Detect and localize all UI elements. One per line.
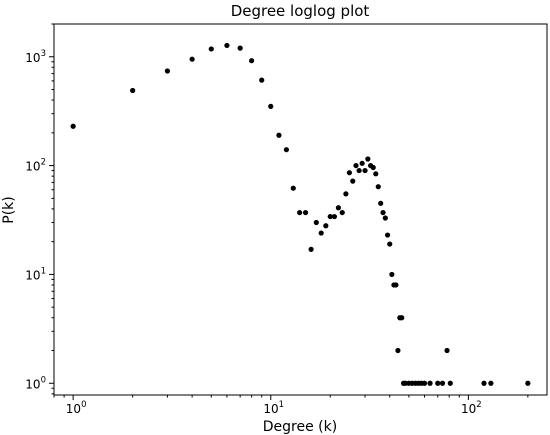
data-point: [435, 380, 441, 386]
data-point: [393, 282, 399, 288]
data-point: [375, 184, 381, 190]
data-point: [350, 178, 356, 184]
data-point: [356, 167, 362, 174]
x-tick-label: 100: [66, 400, 87, 416]
data-point: [382, 215, 388, 221]
data-point: [447, 380, 453, 386]
data-point: [283, 147, 289, 153]
data-point: [70, 123, 76, 129]
data-point: [427, 380, 433, 386]
data-point: [130, 87, 136, 94]
data-point: [290, 185, 296, 191]
data-point: [302, 209, 309, 216]
y-tick-label: 100: [25, 375, 46, 391]
data-point: [343, 191, 349, 197]
data-point: [387, 241, 393, 247]
data-point: [331, 213, 338, 220]
chart-title: Degree loglog plot: [231, 2, 370, 20]
data-point: [276, 132, 282, 138]
x-axis-label: Degree (k): [263, 419, 337, 435]
data-point: [308, 246, 314, 252]
data-point: [525, 380, 531, 386]
data-point: [378, 200, 384, 206]
data-point: [439, 380, 446, 386]
x-tick-label: 102: [461, 400, 482, 416]
data-point: [384, 232, 391, 238]
data-point: [362, 167, 368, 174]
data-point: [224, 42, 230, 49]
data-point: [380, 209, 386, 216]
data-point: [346, 170, 352, 176]
data-point: [488, 380, 494, 386]
y-tick-label: 101: [25, 266, 46, 282]
x-tick-label: 101: [263, 400, 284, 416]
data-point: [365, 156, 371, 162]
data-point: [318, 230, 324, 236]
data-point: [268, 103, 274, 109]
data-point: [237, 45, 243, 51]
data-point: [444, 347, 450, 354]
data-point: [370, 164, 376, 171]
data-point: [353, 162, 359, 169]
data-point: [297, 209, 303, 216]
data-point: [323, 223, 329, 229]
y-axis-label: P(k): [1, 196, 17, 223]
data-point: [373, 171, 379, 177]
data-point: [259, 77, 265, 83]
data-point: [359, 160, 365, 166]
data-point: [335, 205, 342, 211]
data-point: [421, 380, 428, 386]
y-tick-label: 102: [25, 158, 46, 174]
data-point: [395, 347, 401, 354]
data-point: [481, 380, 487, 386]
data-point: [208, 46, 214, 52]
plot-frame: [53, 23, 548, 396]
data-point: [189, 56, 195, 62]
data-point: [339, 209, 345, 216]
data-point: [389, 271, 395, 278]
data-point: [249, 58, 255, 64]
data-point: [327, 213, 333, 220]
data-point: [164, 68, 171, 74]
data-point: [313, 219, 319, 226]
data-point: [399, 315, 405, 321]
y-tick-label: 103: [25, 49, 46, 65]
